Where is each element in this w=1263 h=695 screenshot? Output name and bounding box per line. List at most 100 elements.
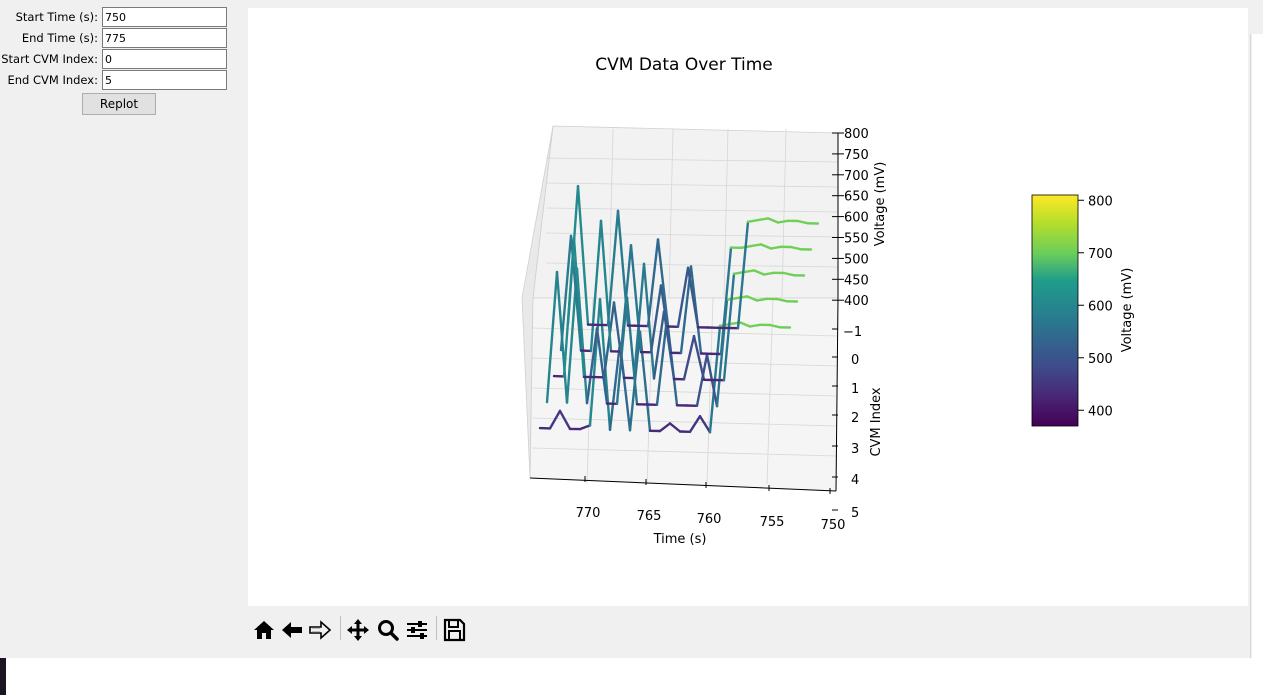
window-edge-line [1250,34,1251,658]
series-0-segment [668,422,682,433]
series-1-segment [625,296,639,406]
x-axis-title: Time (s) [653,532,707,547]
grid-lines [531,128,839,485]
end-time-label: End Time (s): [21,31,98,45]
back-arrow-icon[interactable] [278,616,306,644]
x-axis-line [529,477,837,492]
end-time-input[interactable] [102,28,227,48]
z-tick-label: 400 [844,294,869,309]
app-window: Start Time (s): End Time (s): Start CVM … [0,0,1252,658]
plot-3d: 770 765 760 755 7508007507006506005505004504… [521,55,1135,547]
series-0-segment [688,415,702,433]
series-0-segment [768,323,782,329]
series-0-segment [738,321,752,328]
series-1-segment [595,327,609,405]
colorbar-ticks: 800 700 600 500 400 [1078,194,1113,419]
series-2-segment [752,269,766,276]
configure-subplots-icon[interactable] [403,616,431,644]
series-0-segment [548,409,562,430]
colorbar-tick-label: 400 [1088,404,1113,419]
start-cvm-index-label: Start CVM Index: [1,52,98,66]
series-3-segment [629,243,643,354]
series-layer [538,184,820,434]
colorbar-tick-label: 500 [1088,352,1113,367]
replot-button[interactable]: Replot [82,93,156,115]
series-3-segment [759,243,773,250]
series-1-segment [755,297,769,302]
toolbar-separator [340,616,341,640]
desktop-corner [0,658,6,695]
series-4-segment [576,184,590,326]
series-4-segment [796,219,810,225]
navigation-toolbar [248,612,1248,646]
save-disk-icon[interactable] [440,616,468,644]
colorbar [1031,194,1079,427]
chart-title: CVM Data Over Time [595,55,772,75]
z-tick-label: 450 [844,273,869,288]
series-4-segment [566,184,580,326]
start-time-input[interactable] [102,7,227,27]
series-4-segment [616,209,630,327]
y-axis-title: CVM Index [869,387,884,456]
z-tick-label: 500 [844,252,869,267]
y-tick-label: 1 [851,382,859,397]
series-1-segment [585,327,599,405]
end-cvm-index-input[interactable] [102,70,227,90]
colorbar-label: Voltage (mV) [1120,268,1135,353]
pan-move-icon[interactable] [344,616,372,644]
window-edge [1252,0,1263,34]
series-4-segment [776,219,790,224]
z-tick-label: 750 [844,148,869,163]
colorbar-tick-label: 700 [1088,247,1113,262]
series-3-segment [769,245,783,250]
series-4-segment [656,238,670,328]
series-2-segment [762,271,776,276]
series-0-segment [558,409,572,431]
zoom-magnifier-icon[interactable] [374,616,402,644]
y-tick-label: 3 [851,442,859,457]
series-4-segment [606,209,620,327]
series-2-segment [782,271,796,277]
z-tick-label: 800 [844,127,869,142]
series-0-segment [588,298,602,427]
toolbar-separator [436,616,437,640]
series-2-segment [572,237,586,379]
series-3-segment [599,219,613,353]
series-1-segment [655,316,669,406]
start-cvm-index-input[interactable] [102,49,227,69]
y-tick-label: −1 [843,325,862,340]
series-0-segment [608,342,622,431]
series-3-segment [719,246,733,356]
series-0-segment [658,422,672,433]
series-4-segment [676,266,690,328]
series-2-segment [692,334,706,381]
series-4-segment [646,238,660,328]
y-tick-label: 0 [851,353,859,368]
z-tick-label: 600 [844,211,869,226]
series-3-segment [589,219,603,353]
series-3-segment [789,245,803,251]
colorbar-tick-label: 800 [1088,194,1113,209]
home-icon[interactable] [250,616,278,644]
z-axis-title: Voltage (mV) [873,162,888,247]
figure-canvas[interactable]: 770 765 760 755 750 800 750 700 650 600 550 500 450 4… [248,8,1248,606]
x-tick-label: 755 [760,515,785,530]
y-tick-label: 2 [851,411,859,426]
y-axis-line [835,297,839,492]
series-4-segment [746,218,760,224]
series-1-segment [745,295,759,302]
z-tick-label: 700 [844,169,869,184]
series-3-segment [649,284,663,354]
end-cvm-index-label: End CVM Index: [7,73,98,87]
x-tick-label: 765 [637,509,662,524]
series-3-segment [749,243,763,248]
forward-arrow-icon[interactable] [306,616,334,644]
series-2-segment [652,310,666,380]
series-2-segment [682,334,696,381]
series-3-segment [559,234,573,352]
series-0-segment [748,323,762,328]
series-1-segment [775,297,789,303]
x-tick-label: 770 [576,506,601,521]
series-2-segment [742,269,756,274]
x-tick-label: 750 [821,518,846,533]
